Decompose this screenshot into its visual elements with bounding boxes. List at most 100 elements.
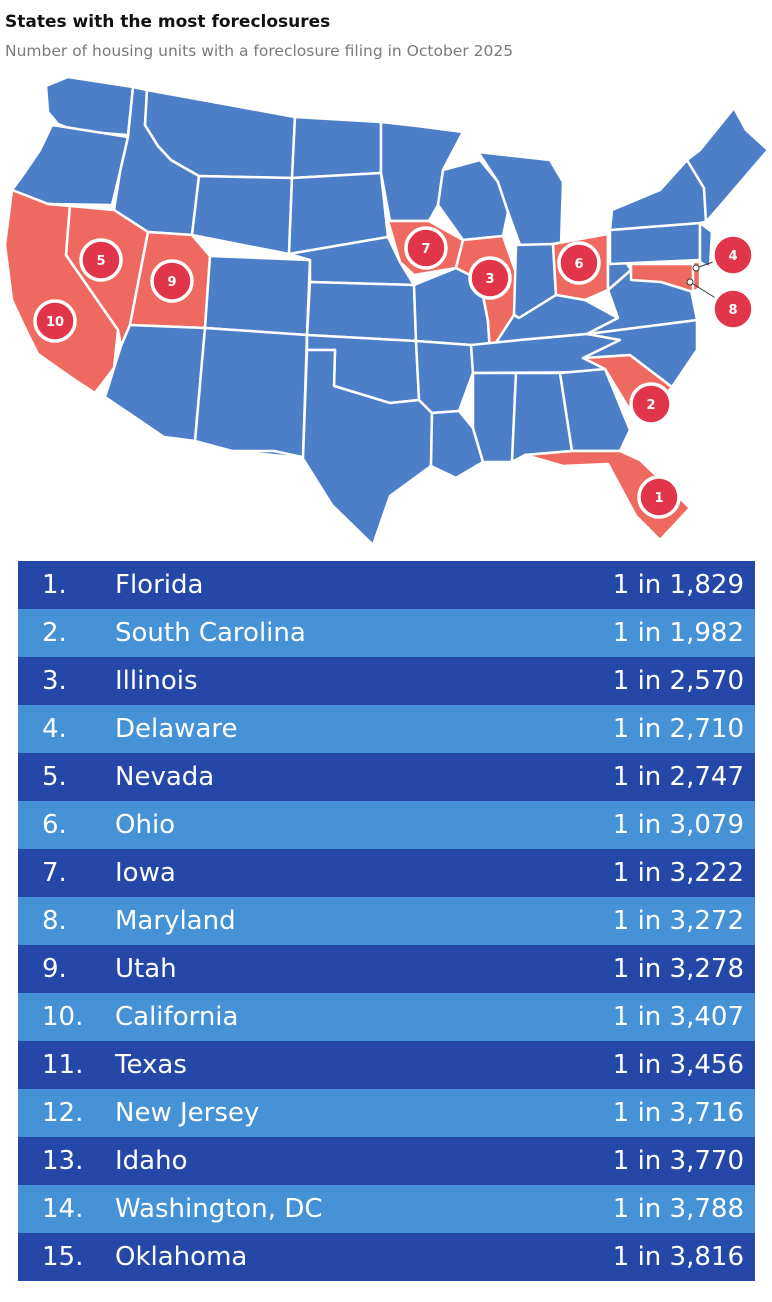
value-cell: 1 in 2,710 <box>612 714 744 744</box>
state-cell: South Carolina <box>115 618 306 648</box>
rank-cell: 6. <box>42 810 67 840</box>
rank-cell: 4. <box>42 714 67 744</box>
state-cell: Delaware <box>115 714 238 744</box>
table-row: 6. Ohio 1 in 3,079 <box>18 801 755 849</box>
state-cell: Texas <box>115 1050 187 1080</box>
rank-cell: 1. <box>42 570 67 600</box>
marker-label: 2 <box>646 398 655 413</box>
table-row: 8. Maryland 1 in 3,272 <box>18 897 755 945</box>
marker-6: 6 <box>557 241 601 285</box>
marker-label: 9 <box>167 275 176 290</box>
value-cell: 1 in 1,982 <box>612 618 744 648</box>
value-cell: 1 in 2,747 <box>612 762 744 792</box>
rank-cell: 9. <box>42 954 67 984</box>
marker-circle <box>711 287 755 331</box>
value-cell: 1 in 3,816 <box>612 1242 744 1272</box>
value-cell: 1 in 3,770 <box>612 1146 744 1176</box>
rank-cell: 8. <box>42 906 67 936</box>
table-row: 5. Nevada 1 in 2,747 <box>18 753 755 801</box>
marker-circle <box>711 233 755 277</box>
value-cell: 1 in 1,829 <box>612 570 744 600</box>
marker-circle <box>33 299 77 343</box>
state-wyoming <box>190 174 294 256</box>
marker-label: 1 <box>654 491 663 506</box>
state-texas <box>230 348 434 547</box>
table-row: 4. Delaware 1 in 2,710 <box>18 705 755 753</box>
marker-label: 8 <box>728 303 737 318</box>
state-cell: Illinois <box>115 666 198 696</box>
table-row: 12. New Jersey 1 in 3,716 <box>18 1089 755 1137</box>
state-cell: Oklahoma <box>115 1242 248 1272</box>
state-maryland <box>629 262 702 294</box>
state-cell: Idaho <box>115 1146 188 1176</box>
page-title: States with the most foreclosures <box>5 12 331 32</box>
table-row: 15. Oklahoma 1 in 3,816 <box>18 1233 755 1281</box>
state-north-carolina <box>581 318 699 389</box>
marker-7: 7 <box>404 226 448 270</box>
state-arkansas <box>414 339 475 415</box>
marker-10: 10 <box>33 299 77 343</box>
marker-label: 5 <box>96 254 105 269</box>
rank-cell: 7. <box>42 858 67 888</box>
table-row: 14. Washington, DC 1 in 3,788 <box>18 1185 755 1233</box>
state-cell: Iowa <box>115 858 176 888</box>
table-row: 3. Illinois 1 in 2,570 <box>18 657 755 705</box>
marker-2: 2 <box>629 382 673 426</box>
value-cell: 1 in 3,407 <box>612 1002 744 1032</box>
rank-cell: 5. <box>42 762 67 792</box>
rank-cell: 11. <box>42 1050 84 1080</box>
value-cell: 1 in 3,716 <box>612 1098 744 1128</box>
state-cell: Washington, DC <box>115 1194 323 1224</box>
table-row: 1. Florida 1 in 1,829 <box>18 561 755 609</box>
marker-circle <box>557 241 601 285</box>
marker-circle <box>150 259 194 303</box>
marker-label: 4 <box>728 249 737 264</box>
value-cell: 1 in 2,570 <box>612 666 744 696</box>
page-subtitle: Number of housing units with a foreclosu… <box>5 42 514 60</box>
marker-circle <box>79 238 123 282</box>
marker-label: 7 <box>421 242 430 257</box>
state-new-mexico <box>193 326 309 460</box>
marker-anchor-dot <box>692 264 700 272</box>
marker-9: 9 <box>150 259 194 303</box>
rank-cell: 10. <box>42 1002 84 1032</box>
value-cell: 1 in 3,278 <box>612 954 744 984</box>
state-kansas <box>305 280 418 343</box>
state-new-jersey <box>698 221 714 270</box>
state-north-dakota <box>290 115 383 180</box>
marker-label: 10 <box>46 315 64 330</box>
rank-cell: 12. <box>42 1098 84 1128</box>
marker-circle <box>404 226 448 270</box>
state-layer <box>3 75 770 547</box>
table-row: 13. Idaho 1 in 3,770 <box>18 1137 755 1185</box>
table-row: 2. South Carolina 1 in 1,982 <box>18 609 755 657</box>
marker-3: 3 <box>468 256 512 300</box>
state-cell: Ohio <box>115 810 176 840</box>
state-mississippi <box>471 371 518 464</box>
state-cell: Nevada <box>115 762 215 792</box>
table-row: 9. Utah 1 in 3,278 <box>18 945 755 993</box>
marker-circle <box>629 382 673 426</box>
marker-8: 8 <box>686 278 755 331</box>
rank-cell: 14. <box>42 1194 84 1224</box>
table-row: 10. California 1 in 3,407 <box>18 993 755 1041</box>
state-cell: Utah <box>115 954 177 984</box>
marker-label: 6 <box>574 257 583 272</box>
state-wisconsin <box>436 158 510 242</box>
map-header: States with the most foreclosures Number… <box>5 10 765 61</box>
value-cell: 1 in 3,456 <box>612 1050 744 1080</box>
marker-5: 5 <box>79 238 123 282</box>
rank-cell: 3. <box>42 666 67 696</box>
marker-circle <box>468 256 512 300</box>
rank-cell: 15. <box>42 1242 84 1272</box>
state-cell: New Jersey <box>115 1098 260 1128</box>
value-cell: 1 in 3,222 <box>612 858 744 888</box>
state-oregon <box>10 123 130 207</box>
state-cell: Florida <box>115 570 204 600</box>
state-georgia <box>558 367 632 453</box>
value-cell: 1 in 3,788 <box>612 1194 744 1224</box>
state-new-york <box>608 158 708 232</box>
state-cell: California <box>115 1002 239 1032</box>
table-row: 7. Iowa 1 in 3,222 <box>18 849 755 897</box>
state-florida <box>523 449 692 542</box>
